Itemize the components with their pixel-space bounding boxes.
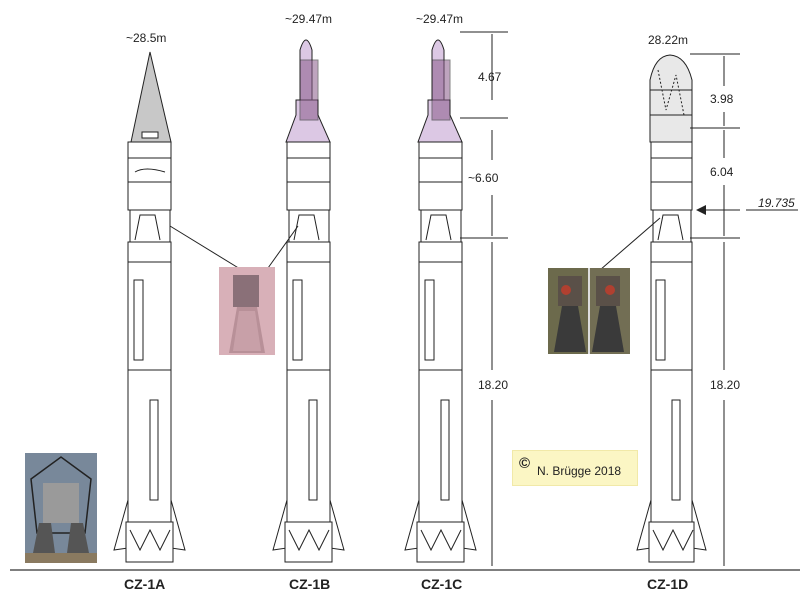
cz1c-upper-stage: [418, 141, 463, 211]
engine-photo-cz1d: [548, 268, 630, 354]
cz1d-name: CZ-1D: [647, 576, 689, 592]
copyright-box: © N. Brügge 2018: [512, 450, 638, 486]
cz1c-height-label: ~29.47m: [416, 12, 464, 26]
cz1b-name: CZ-1B: [289, 576, 331, 592]
cz1a-upper-stage: [127, 141, 172, 211]
cz1d-fairing: [649, 54, 693, 143]
cz1c-name: CZ-1C: [421, 576, 463, 592]
cz1a-name: CZ-1A: [124, 576, 166, 592]
rocket-cz1a: [113, 51, 186, 563]
engine-photo-cz1a: [25, 453, 97, 563]
cz1a-fairing: [130, 51, 172, 143]
cz1b-payload: [299, 59, 319, 121]
cz1d-dim-fairing: 3.98: [710, 92, 734, 106]
copyright-text: N. Brügge 2018: [537, 464, 622, 478]
separation-arrow: [696, 205, 706, 215]
separation-marker-label: 19.735: [758, 196, 795, 210]
rocket-cz1c: [404, 31, 508, 566]
cz1d-height-label: 28.22m: [648, 33, 689, 47]
cz1d-dim-upper: 6.04: [710, 165, 734, 179]
cz1c-payload: [431, 59, 451, 121]
cz1b-height-label: ~29.47m: [285, 12, 333, 26]
rocket-cz1d: [636, 53, 740, 566]
cz1c-dim-fairing: 4.67: [478, 70, 502, 84]
cz1c-dim-upper: ~6.60: [468, 171, 499, 185]
engine-photo-cz1b: [219, 267, 275, 355]
cz1b-first-stage: [286, 241, 331, 523]
cz1b-upper-stage: [286, 141, 331, 211]
cz1d-upper-stage: [650, 141, 693, 211]
rocket-cz1b: [272, 39, 345, 563]
cz1c-dim-first: 18.20: [478, 378, 509, 392]
cz1a-height-label: ~28.5m: [126, 31, 167, 45]
copyright-symbol: ©: [519, 455, 531, 472]
cz1d-dim-first: 18.20: [710, 378, 741, 392]
callout-line-1d: [599, 217, 661, 271]
callout-line-1b: [169, 225, 246, 273]
